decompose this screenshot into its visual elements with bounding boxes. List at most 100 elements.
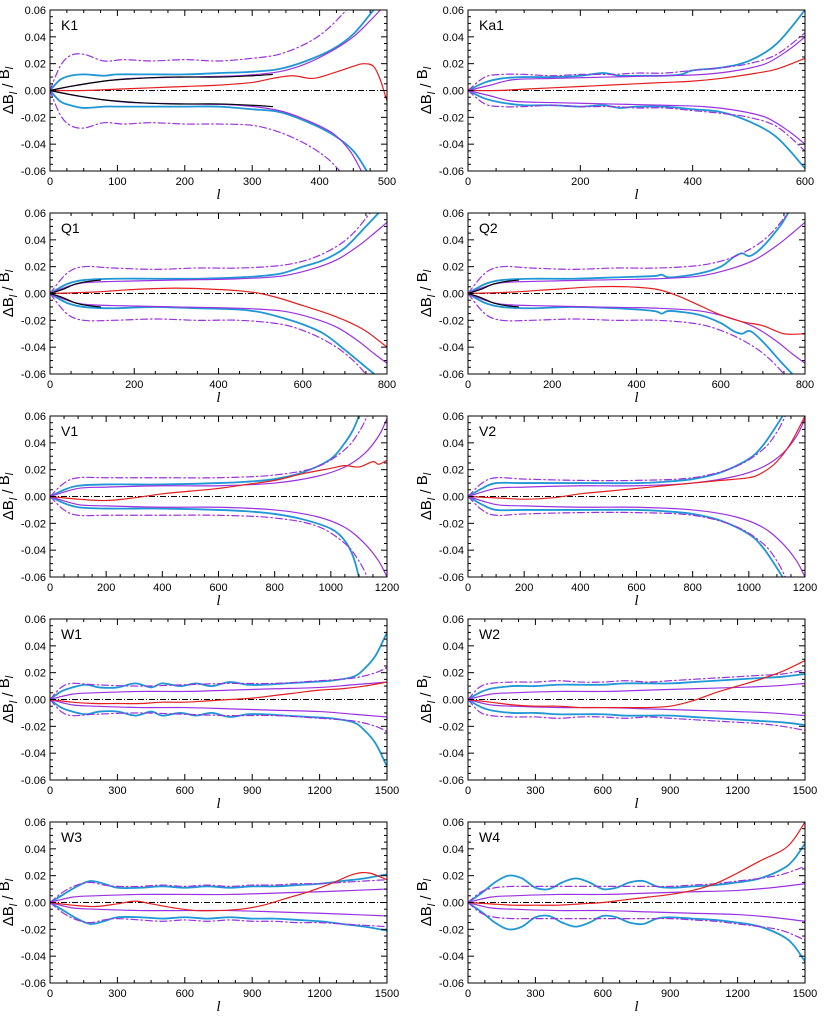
y-tick-label: 0.02 bbox=[443, 871, 464, 883]
series-purple-dash-lower bbox=[50, 89, 341, 171]
series-group bbox=[50, 416, 387, 577]
y-tick-label: -0.04 bbox=[21, 748, 46, 760]
series-red bbox=[468, 416, 805, 500]
y-tick-label: 0.06 bbox=[443, 817, 464, 829]
series-purple-dash-upper bbox=[50, 666, 387, 701]
series-blue-lower bbox=[468, 901, 805, 963]
series-purple-dash-lower bbox=[50, 698, 387, 733]
y-tick-label: -0.04 bbox=[21, 139, 46, 151]
y-tick-label: 0.04 bbox=[443, 641, 464, 653]
series-blue-lower bbox=[468, 698, 805, 726]
x-axis-label: l bbox=[634, 999, 638, 1015]
series-purple-dash-lower bbox=[50, 901, 387, 928]
y-tick-label: 0.00 bbox=[25, 492, 46, 504]
series-red bbox=[50, 459, 387, 502]
x-tick-label: 1500 bbox=[793, 785, 817, 797]
panel-title: W1 bbox=[61, 626, 82, 642]
y-tick-label: -0.02 bbox=[21, 315, 46, 327]
y-tick-label: -0.02 bbox=[439, 721, 464, 733]
series-blue-lower bbox=[468, 495, 784, 577]
y-axis-label: ΔBl / Bl bbox=[0, 269, 20, 317]
series-blue-lower bbox=[50, 292, 376, 374]
panel-ka1: 0 200 400 600 -0.06 -0.04 -0.02 0.00 0.02 0.04 0.0… bbox=[414, 5, 814, 203]
y-tick-label: -0.02 bbox=[439, 112, 464, 124]
y-tick-label: 0.04 bbox=[25, 32, 46, 44]
series-purple-upper bbox=[50, 221, 387, 295]
series-red bbox=[50, 681, 387, 705]
series-blue-upper bbox=[468, 842, 805, 904]
y-tick-label: -0.04 bbox=[21, 342, 46, 354]
series-purple-lower bbox=[468, 901, 805, 922]
y-tick-label: 0.06 bbox=[443, 411, 464, 423]
x-tick-label: 0 bbox=[465, 176, 471, 188]
y-tick-label: 0.04 bbox=[25, 438, 46, 450]
x-axis-label: l bbox=[216, 390, 220, 406]
series-purple-dash-upper bbox=[50, 213, 371, 295]
y-tick-label: 0.04 bbox=[25, 641, 46, 653]
y-tick-label: 0.04 bbox=[25, 235, 46, 247]
panel-title: V1 bbox=[61, 423, 78, 439]
panel-w3: 0 300 600 900 1200 1500 -0.06 -0.04 -0.02 0.00 0.0… bbox=[0, 817, 399, 1015]
x-tick-label: 600 bbox=[712, 379, 730, 391]
series-group bbox=[468, 416, 805, 577]
series-purple-upper bbox=[468, 36, 805, 92]
series-purple-dash-lower bbox=[468, 901, 805, 941]
series-purple-upper bbox=[50, 888, 387, 904]
x-tick-label: 0 bbox=[47, 379, 53, 391]
y-tick-label: 0.06 bbox=[25, 817, 46, 829]
y-tick-label: -0.04 bbox=[21, 951, 46, 963]
series-blue-upper bbox=[468, 673, 805, 701]
x-tick-label: 400 bbox=[310, 176, 328, 188]
x-tick-label: 1500 bbox=[375, 785, 399, 797]
y-tick-label: 0.04 bbox=[25, 844, 46, 856]
series-purple-lower bbox=[50, 292, 387, 364]
y-axis-label: ΔBl / Bl bbox=[414, 878, 438, 926]
series-purple-lower bbox=[50, 89, 362, 171]
series-purple-dash-upper bbox=[50, 10, 348, 92]
y-tick-label: -0.06 bbox=[21, 775, 46, 787]
series-purple-upper bbox=[50, 418, 387, 498]
panel-title: W2 bbox=[479, 626, 500, 642]
x-tick-label: 0 bbox=[47, 988, 53, 1000]
x-tick-label: 800 bbox=[265, 582, 283, 594]
y-tick-label: -0.04 bbox=[439, 951, 464, 963]
series-blue-lower bbox=[50, 901, 387, 932]
y-tick-label: -0.04 bbox=[439, 748, 464, 760]
x-tick-label: 400 bbox=[209, 379, 227, 391]
x-axis-label: l bbox=[216, 999, 220, 1015]
series-black-lower bbox=[50, 89, 274, 108]
x-tick-label: 200 bbox=[543, 379, 561, 391]
x-tick-label: 300 bbox=[108, 988, 126, 1000]
series-red bbox=[468, 57, 805, 92]
x-tick-label: 200 bbox=[571, 176, 589, 188]
series-purple-lower bbox=[50, 698, 387, 718]
y-tick-label: -0.04 bbox=[439, 139, 464, 151]
y-tick-label: 0.04 bbox=[443, 32, 464, 44]
series-purple-dash-lower bbox=[468, 292, 785, 374]
series-red bbox=[50, 871, 387, 912]
y-axis-label: ΔBl / Bl bbox=[0, 66, 20, 114]
series-blue-lower bbox=[50, 89, 368, 171]
x-tick-label: 900 bbox=[243, 785, 261, 797]
series-purple-upper bbox=[50, 681, 387, 701]
y-tick-label: 0.02 bbox=[443, 668, 464, 680]
series-purple-dash-upper bbox=[468, 669, 805, 701]
y-tick-label: 0.04 bbox=[443, 844, 464, 856]
x-tick-label: 0 bbox=[465, 988, 471, 1000]
x-tick-label: 800 bbox=[683, 582, 701, 594]
x-tick-label: 300 bbox=[108, 785, 126, 797]
x-tick-label: 0 bbox=[47, 176, 53, 188]
x-axis-label: l bbox=[216, 796, 220, 812]
y-tick-label: 0.02 bbox=[443, 262, 464, 274]
y-tick-label: 0.00 bbox=[25, 695, 46, 707]
x-tick-label: 800 bbox=[796, 379, 814, 391]
y-tick-label: 0.02 bbox=[25, 871, 46, 883]
x-tick-label: 600 bbox=[209, 582, 227, 594]
x-tick-label: 0 bbox=[465, 379, 471, 391]
y-tick-label: 0.00 bbox=[443, 86, 464, 98]
series-red bbox=[50, 63, 387, 102]
x-tick-label: 0 bbox=[47, 785, 53, 797]
series-purple-lower bbox=[50, 901, 387, 917]
x-tick-label: 600 bbox=[594, 785, 612, 797]
